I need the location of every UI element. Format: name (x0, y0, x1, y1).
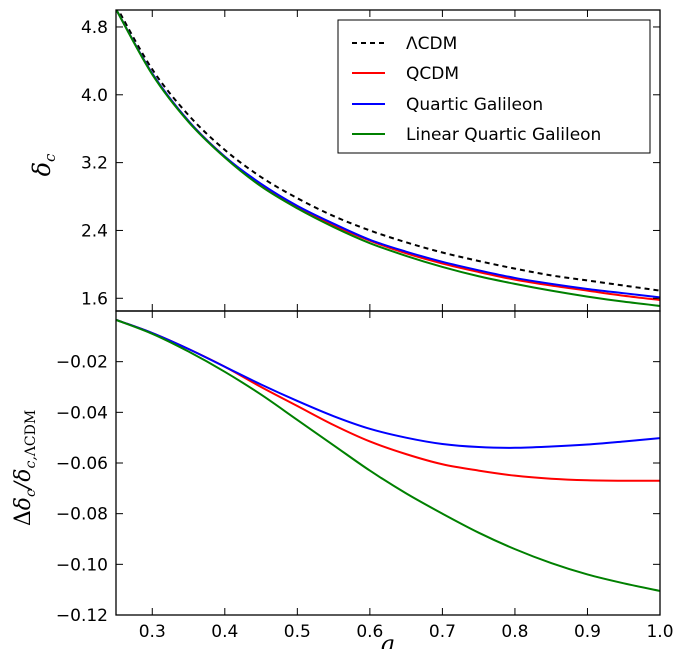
bottom-xticks: 0.3 0.4 0.5 0.6 0.7 0.8 0.9 1.0 (139, 311, 674, 642)
bottom-xtick-label: 0.3 (139, 622, 166, 642)
bottom-axes-frame (115, 310, 661, 616)
bottom-xlabel: a (381, 630, 395, 649)
bottom-ytick-label: −0.06 (56, 454, 108, 474)
top-series-line-linear-quartic-galileon (116, 10, 660, 307)
bottom-xtick-label: 0.4 (211, 622, 238, 642)
legend-label-lcdm: ΛCDM (406, 34, 457, 54)
bottom-panel: −0.02 −0.04 −0.06 −0.08 −0.10 −0.12 0.3 0.4 0.5… (11, 310, 674, 649)
top-series-line-lcdm (117, 10, 660, 292)
legend-label-quartic-galileon: Quartic Galileon (406, 95, 543, 115)
top-series-group (116, 10, 660, 307)
top-xticks (151, 10, 661, 311)
top-ytick-label: 1.6 (81, 289, 108, 309)
legend-label-linear-quartic-galileon: Linear Quartic Galileon (406, 125, 601, 145)
bottom-series-line-linear-quartic-galileon (116, 318, 660, 592)
bottom-series-line-qcdm (116, 318, 660, 482)
legend: ΛCDM QCDM Quartic Galileon Linear Quarti… (337, 19, 651, 154)
bottom-ytick-label: −0.02 (56, 353, 108, 373)
top-ylabel: δc (28, 153, 59, 176)
top-ytick-label: 2.4 (81, 221, 108, 241)
bottom-ytick-label: −0.10 (56, 555, 108, 575)
top-ytick-label: 3.2 (81, 154, 108, 174)
bottom-series-group (116, 318, 660, 592)
bottom-ytick-label: −0.12 (56, 606, 108, 626)
bottom-xtick-label: 0.6 (356, 622, 383, 642)
bottom-xtick-label: 0.8 (501, 622, 528, 642)
bottom-ytick-label: −0.04 (56, 403, 108, 423)
top-ytick-label: 4.8 (81, 18, 108, 38)
bottom-ytick-label: −0.08 (56, 505, 108, 525)
bottom-xtick-label: 1.0 (646, 622, 673, 642)
legend-label-qcdm: QCDM (406, 64, 459, 84)
legend-frame (337, 19, 651, 154)
top-ytick-label: 4.0 (81, 86, 108, 106)
bottom-yticks: −0.02 −0.04 −0.06 −0.08 −0.10 −0.12 (56, 353, 660, 626)
bottom-xtick-label: 0.7 (429, 622, 456, 642)
bottom-series-line-quartic-galileon (116, 318, 660, 449)
bottom-ylabel: Δδc/δc,ΛCDM (11, 410, 39, 526)
top-yticks: 1.6 2.4 3.2 4.0 4.8 (81, 18, 660, 309)
bottom-xtick-label: 0.9 (574, 622, 601, 642)
bottom-xtick-label: 0.5 (284, 622, 311, 642)
